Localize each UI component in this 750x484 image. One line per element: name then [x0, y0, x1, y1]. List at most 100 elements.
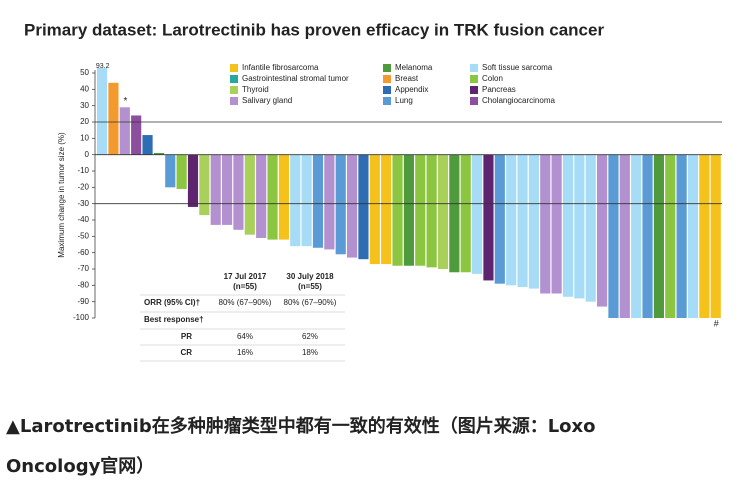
legend-swatch — [230, 97, 238, 105]
legend-label: Colon — [482, 74, 503, 83]
bar — [131, 115, 142, 155]
bar — [267, 154, 278, 240]
legend-label: Thyroid — [242, 85, 269, 94]
legend-label: Infantile fibrosarcoma — [242, 63, 319, 72]
bar — [324, 154, 335, 250]
legend-label: Appendix — [395, 85, 428, 94]
table-row-label: ORR (95% CI)† — [144, 298, 200, 307]
table-header: (n=55) — [298, 282, 322, 291]
bar — [472, 154, 483, 274]
bar — [290, 154, 301, 247]
bar — [619, 154, 630, 318]
y-tick-label: 40 — [80, 84, 89, 93]
legend-label: Gastrointestinal stromal tumor — [242, 74, 349, 83]
y-tick-label: -90 — [77, 297, 89, 306]
bar — [665, 154, 676, 318]
annotation: * — [123, 96, 127, 107]
bar — [312, 154, 324, 248]
legend-label: Soft tissue sarcoma — [482, 63, 553, 72]
bar — [244, 154, 255, 235]
chart-title: Primary dataset: Larotrectinib has prove… — [24, 20, 604, 39]
legend-swatch — [230, 75, 238, 83]
bar — [483, 154, 494, 281]
legend-swatch — [470, 97, 478, 105]
y-tick-label: -70 — [77, 264, 89, 273]
bar — [392, 154, 403, 266]
table-cell: 16% — [237, 348, 253, 357]
y-tick-label: -20 — [77, 182, 89, 191]
legend-label: Lung — [395, 96, 413, 105]
bar — [449, 154, 460, 273]
bar — [97, 68, 108, 155]
bar — [187, 154, 199, 207]
y-tick-label: -80 — [77, 280, 89, 289]
y-tick-label: -50 — [77, 231, 89, 240]
bar — [653, 154, 664, 318]
table-row-label: PR — [181, 332, 192, 341]
table-cell: 62% — [302, 332, 318, 341]
bar — [199, 154, 210, 216]
legend-label: Salivary gland — [242, 96, 292, 105]
annotation: # — [714, 318, 719, 328]
legend-label: Pancreas — [482, 85, 516, 94]
bar — [335, 154, 346, 255]
bar — [347, 154, 358, 258]
bar — [233, 154, 244, 230]
legend-label: Cholangiocarcinoma — [482, 96, 555, 105]
bar — [506, 154, 517, 286]
y-tick-label: 10 — [80, 133, 89, 142]
table-header: 30 July 2018 — [286, 272, 334, 281]
bar — [551, 154, 562, 294]
bar — [676, 154, 687, 318]
bar — [301, 154, 312, 247]
bar — [381, 154, 392, 265]
bar — [403, 154, 414, 266]
y-tick-label: -60 — [77, 248, 89, 257]
bar — [494, 154, 505, 284]
legend-swatch — [383, 86, 391, 94]
plot — [97, 68, 721, 318]
legend-swatch — [383, 97, 391, 105]
table-row-label: CR — [180, 348, 192, 357]
bar — [256, 154, 267, 238]
table-cell: 80% (67–90%) — [284, 298, 337, 307]
y-axis-label: Maximum change in tumor size (%) — [57, 132, 66, 258]
bar — [460, 154, 471, 273]
bar — [278, 154, 289, 240]
bar — [222, 154, 233, 225]
y-tick-label: 20 — [80, 117, 89, 126]
bar — [153, 153, 164, 155]
legend-swatch — [383, 75, 391, 83]
y-tick-label: 0 — [85, 150, 90, 159]
bar — [631, 154, 642, 318]
bar — [562, 154, 574, 297]
bar — [585, 154, 596, 302]
bar — [142, 135, 153, 155]
table-cell: 18% — [302, 348, 318, 357]
bar — [642, 154, 653, 318]
caption: Oncology官网） — [6, 456, 155, 477]
bar — [608, 154, 619, 318]
bar — [540, 154, 551, 294]
bar — [415, 154, 426, 266]
bar — [358, 154, 369, 260]
legend-swatch — [470, 75, 478, 83]
y-tick-label: 50 — [80, 68, 89, 77]
y-tick-label: -100 — [73, 313, 90, 322]
y-tick-label: -10 — [77, 166, 89, 175]
y-tick-label: -30 — [77, 199, 89, 208]
bar — [528, 154, 539, 289]
chart: Primary dataset: Larotrectinib has prove… — [24, 20, 722, 362]
bar — [108, 82, 119, 155]
bar — [369, 154, 380, 265]
bar — [176, 154, 187, 189]
legend-label: Breast — [395, 74, 419, 83]
legend-swatch — [383, 64, 391, 72]
legend-swatch — [470, 64, 478, 72]
bar — [687, 154, 699, 318]
bar — [437, 154, 449, 269]
bar — [597, 154, 608, 307]
table-cell: 64% — [237, 332, 253, 341]
legend-swatch — [470, 86, 478, 94]
bar — [119, 107, 130, 155]
